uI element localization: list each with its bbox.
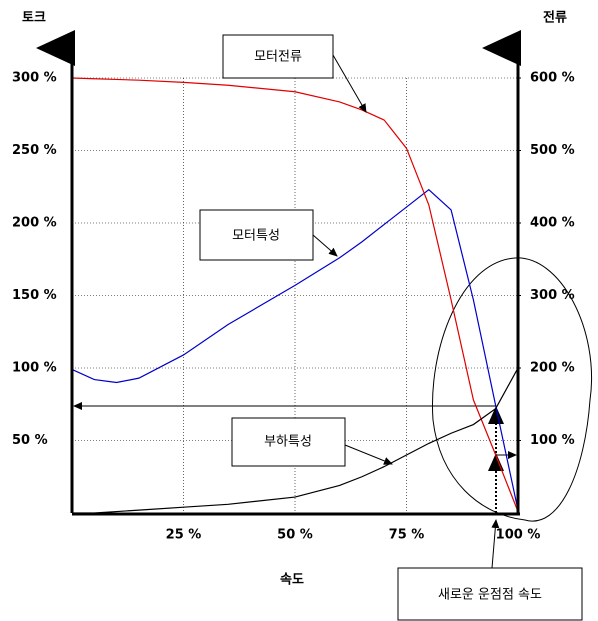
x-tick-label: 25 % [166,528,202,543]
callout-box [199,209,314,261]
callout-text: 모터특성 [232,229,280,244]
y2-tick-label: 400 % [530,216,575,231]
x-tick-label: 100 % [496,528,541,543]
callout-box [222,34,334,79]
series-line [71,77,519,512]
y2-tick-label: 600 % [530,71,575,86]
x-axis-title: 속도 [280,573,304,588]
y-tick-label: 100 % [12,361,57,376]
annotation: 새로운 운점점 속도 [438,588,542,603]
callout-box [397,567,583,621]
x-tick-label: 50 % [277,528,313,543]
y2-tick-label: 300 % [530,288,575,303]
callout-line [312,234,338,257]
callout-box [231,417,346,467]
callout-line [491,519,500,569]
y2-tick-label: 200 % [530,361,575,376]
y2-axis-title: 전류 [543,10,567,26]
x-tick-label: 75 % [389,528,425,543]
series-line [71,188,519,511]
series-line [72,367,519,514]
y-tick-label: 200 % [12,216,57,231]
callout-line [344,444,393,465]
plot [71,77,519,514]
callout-text: 부하특성 [264,435,312,450]
y-tick-label: 150 % [12,288,57,303]
y2-tick-label: 500 % [530,143,575,158]
callout-line [332,54,367,113]
y2-tick-label: 100 % [530,433,575,448]
y-axis-title: 토크 [22,11,46,26]
callout-text: 모터전류 [254,50,302,65]
y-tick-label: 300 % [12,71,57,86]
y-tick-label: 50 % [12,433,48,448]
highlight-ellipse [431,257,592,522]
y-tick-label: 250 % [12,143,57,158]
